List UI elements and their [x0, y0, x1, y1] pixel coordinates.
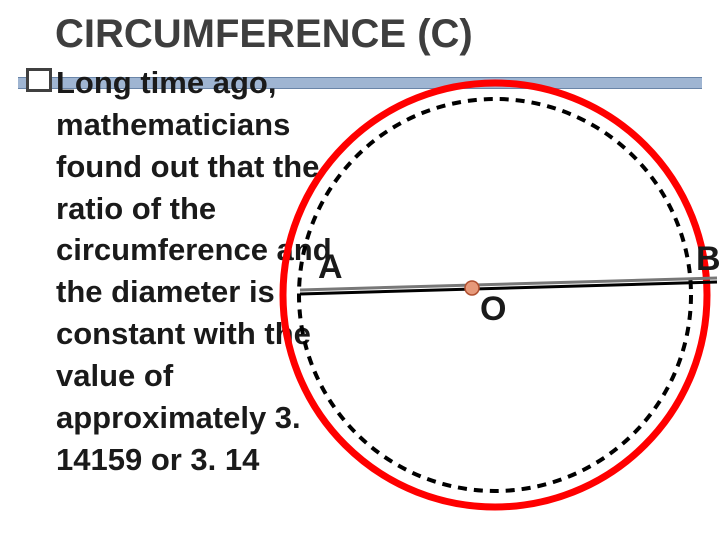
- center-dot: [465, 281, 479, 295]
- label-a: A: [318, 248, 343, 287]
- bullet-icon: [26, 68, 52, 92]
- page-title: CIRCUMFERENCE (C): [55, 12, 473, 57]
- label-o: O: [480, 290, 506, 329]
- label-b: B: [696, 240, 720, 279]
